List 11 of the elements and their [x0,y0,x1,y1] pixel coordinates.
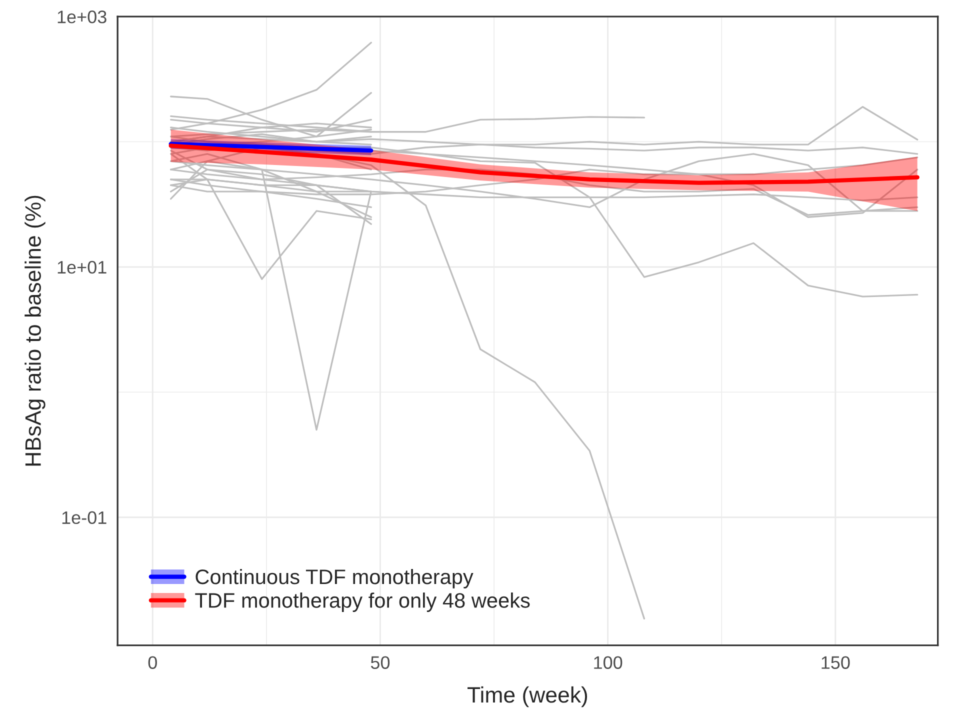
legend-label: TDF monotherapy for only 48 weeks [195,592,530,612]
y-tick-label: 1e+03 [58,10,106,24]
x-tick-label: 150 [822,656,850,669]
y-axis-title: HBsAg ratio to baseline (%) [24,196,46,466]
x-tick-label: 0 [148,656,157,669]
legend-label: Continuous TDF monotherapy [196,568,474,588]
x-tick-label: 100 [594,656,622,669]
x-tick-label: 50 [370,656,390,669]
y-tick-label: 1e-01 [62,511,106,524]
y-tick-label: 1e+01 [58,260,106,274]
x-axis-title: Time (week) [468,686,588,708]
